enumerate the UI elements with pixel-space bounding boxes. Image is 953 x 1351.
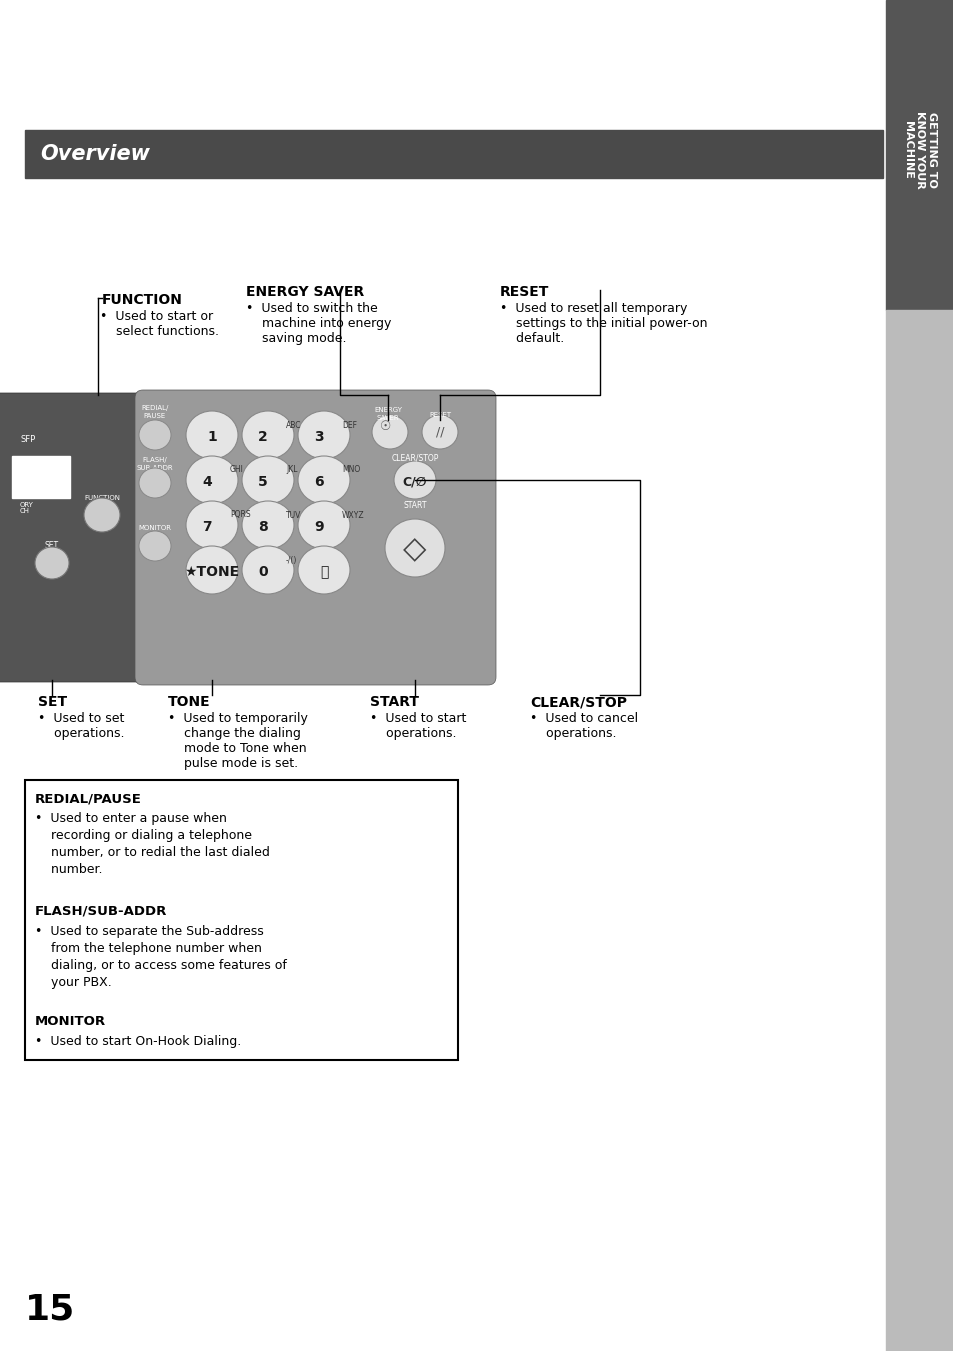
Text: •  Used to reset all temporary
    settings to the initial power-on
    default.: • Used to reset all temporary settings t…: [499, 303, 707, 345]
Text: GETTING TO
KNOW YOUR
MACHINE: GETTING TO KNOW YOUR MACHINE: [902, 111, 936, 189]
FancyBboxPatch shape: [0, 393, 157, 682]
Text: TUV: TUV: [286, 511, 301, 520]
Text: //: //: [436, 426, 444, 439]
Ellipse shape: [394, 461, 436, 499]
Ellipse shape: [297, 457, 350, 504]
Text: CLEAR/STOP: CLEAR/STOP: [530, 694, 626, 709]
Text: ABC: ABC: [286, 420, 301, 430]
Text: 7: 7: [202, 520, 212, 534]
Text: •  Used to separate the Sub-address
    from the telephone number when
    diali: • Used to separate the Sub-address from …: [35, 925, 287, 989]
Text: SAVER: SAVER: [376, 415, 399, 422]
Text: WXYZ: WXYZ: [341, 511, 364, 520]
Text: MONITOR: MONITOR: [35, 1015, 106, 1028]
Text: FUNCTION: FUNCTION: [102, 293, 183, 307]
Text: PQRS: PQRS: [230, 511, 251, 520]
Ellipse shape: [84, 499, 120, 532]
Text: -/(): -/(): [286, 555, 297, 565]
Text: •  Used to set
    operations.: • Used to set operations.: [38, 712, 125, 740]
Text: 15: 15: [25, 1293, 75, 1327]
Ellipse shape: [297, 501, 350, 549]
Text: MNO: MNO: [341, 466, 360, 474]
Ellipse shape: [35, 547, 69, 580]
Text: SUB-ADDR: SUB-ADDR: [136, 465, 173, 471]
Text: ⌗: ⌗: [319, 565, 328, 580]
Text: SFP: SFP: [20, 435, 35, 444]
Text: •  Used to cancel
    operations.: • Used to cancel operations.: [530, 712, 638, 740]
Text: ☉: ☉: [380, 420, 392, 434]
Ellipse shape: [139, 467, 171, 499]
Text: START: START: [370, 694, 418, 709]
Text: CLEAR/STOP: CLEAR/STOP: [391, 454, 438, 462]
Text: Overview: Overview: [40, 145, 150, 163]
Bar: [12, 457, 70, 499]
Text: REDIAL/PAUSE: REDIAL/PAUSE: [35, 792, 142, 805]
Ellipse shape: [297, 546, 350, 594]
Text: •  Used to start On-Hook Dialing.: • Used to start On-Hook Dialing.: [35, 1035, 241, 1048]
Text: FLASH/: FLASH/: [143, 457, 167, 463]
Ellipse shape: [139, 531, 171, 561]
Text: REDIAL/: REDIAL/: [141, 405, 169, 411]
Text: START: START: [403, 500, 426, 509]
Text: 4: 4: [202, 476, 212, 489]
Text: RESET: RESET: [499, 285, 549, 299]
Text: PAUSE: PAUSE: [144, 413, 166, 419]
FancyBboxPatch shape: [135, 390, 496, 685]
Ellipse shape: [186, 501, 237, 549]
Text: 3: 3: [314, 430, 323, 444]
Ellipse shape: [139, 420, 171, 450]
Ellipse shape: [242, 411, 294, 459]
Bar: [25, 130, 882, 178]
Bar: [25, 780, 457, 1061]
Text: MONITOR: MONITOR: [138, 526, 172, 531]
Ellipse shape: [242, 546, 294, 594]
Text: RESET: RESET: [429, 412, 451, 417]
Text: •  Used to start or
    select functions.: • Used to start or select functions.: [100, 309, 219, 338]
Ellipse shape: [421, 415, 457, 449]
Text: 2: 2: [258, 430, 268, 444]
Ellipse shape: [297, 411, 350, 459]
Ellipse shape: [186, 411, 237, 459]
Text: ENERGY SAVER: ENERGY SAVER: [246, 285, 364, 299]
Bar: [885, 309, 953, 1351]
Text: •  Used to switch the
    machine into energy
    saving mode.: • Used to switch the machine into energy…: [246, 303, 391, 345]
Text: FLASH/SUB-ADDR: FLASH/SUB-ADDR: [35, 905, 167, 917]
Text: ★TONE: ★TONE: [184, 565, 239, 580]
Text: 0: 0: [258, 565, 268, 580]
Text: SET: SET: [45, 540, 59, 550]
Text: 1: 1: [207, 430, 216, 444]
Text: DEF: DEF: [341, 420, 356, 430]
Text: ORY: ORY: [20, 503, 34, 508]
Text: 8: 8: [258, 520, 268, 534]
Text: SET: SET: [38, 694, 67, 709]
Ellipse shape: [242, 457, 294, 504]
Text: CH: CH: [20, 508, 30, 513]
Text: •  Used to enter a pause when
    recording or dialing a telephone
    number, o: • Used to enter a pause when recording o…: [35, 812, 270, 875]
Text: ENERGY: ENERGY: [374, 407, 401, 413]
Text: JKL: JKL: [286, 466, 297, 474]
Ellipse shape: [385, 519, 444, 577]
Text: •  Used to start
    operations.: • Used to start operations.: [370, 712, 466, 740]
Text: •  Used to temporarily
    change the dialing
    mode to Tone when
    pulse mo: • Used to temporarily change the dialing…: [168, 712, 308, 770]
Text: FUNCTION: FUNCTION: [84, 494, 120, 501]
Text: 5: 5: [258, 476, 268, 489]
Ellipse shape: [186, 546, 237, 594]
Text: TONE: TONE: [168, 694, 211, 709]
Ellipse shape: [372, 415, 408, 449]
Text: ◇: ◇: [403, 535, 426, 565]
Text: GHI: GHI: [230, 466, 244, 474]
Ellipse shape: [186, 457, 237, 504]
Text: C/∅: C/∅: [402, 476, 427, 489]
Text: 6: 6: [314, 476, 323, 489]
Text: 9: 9: [314, 520, 323, 534]
Bar: [885, 0, 953, 309]
Ellipse shape: [242, 501, 294, 549]
